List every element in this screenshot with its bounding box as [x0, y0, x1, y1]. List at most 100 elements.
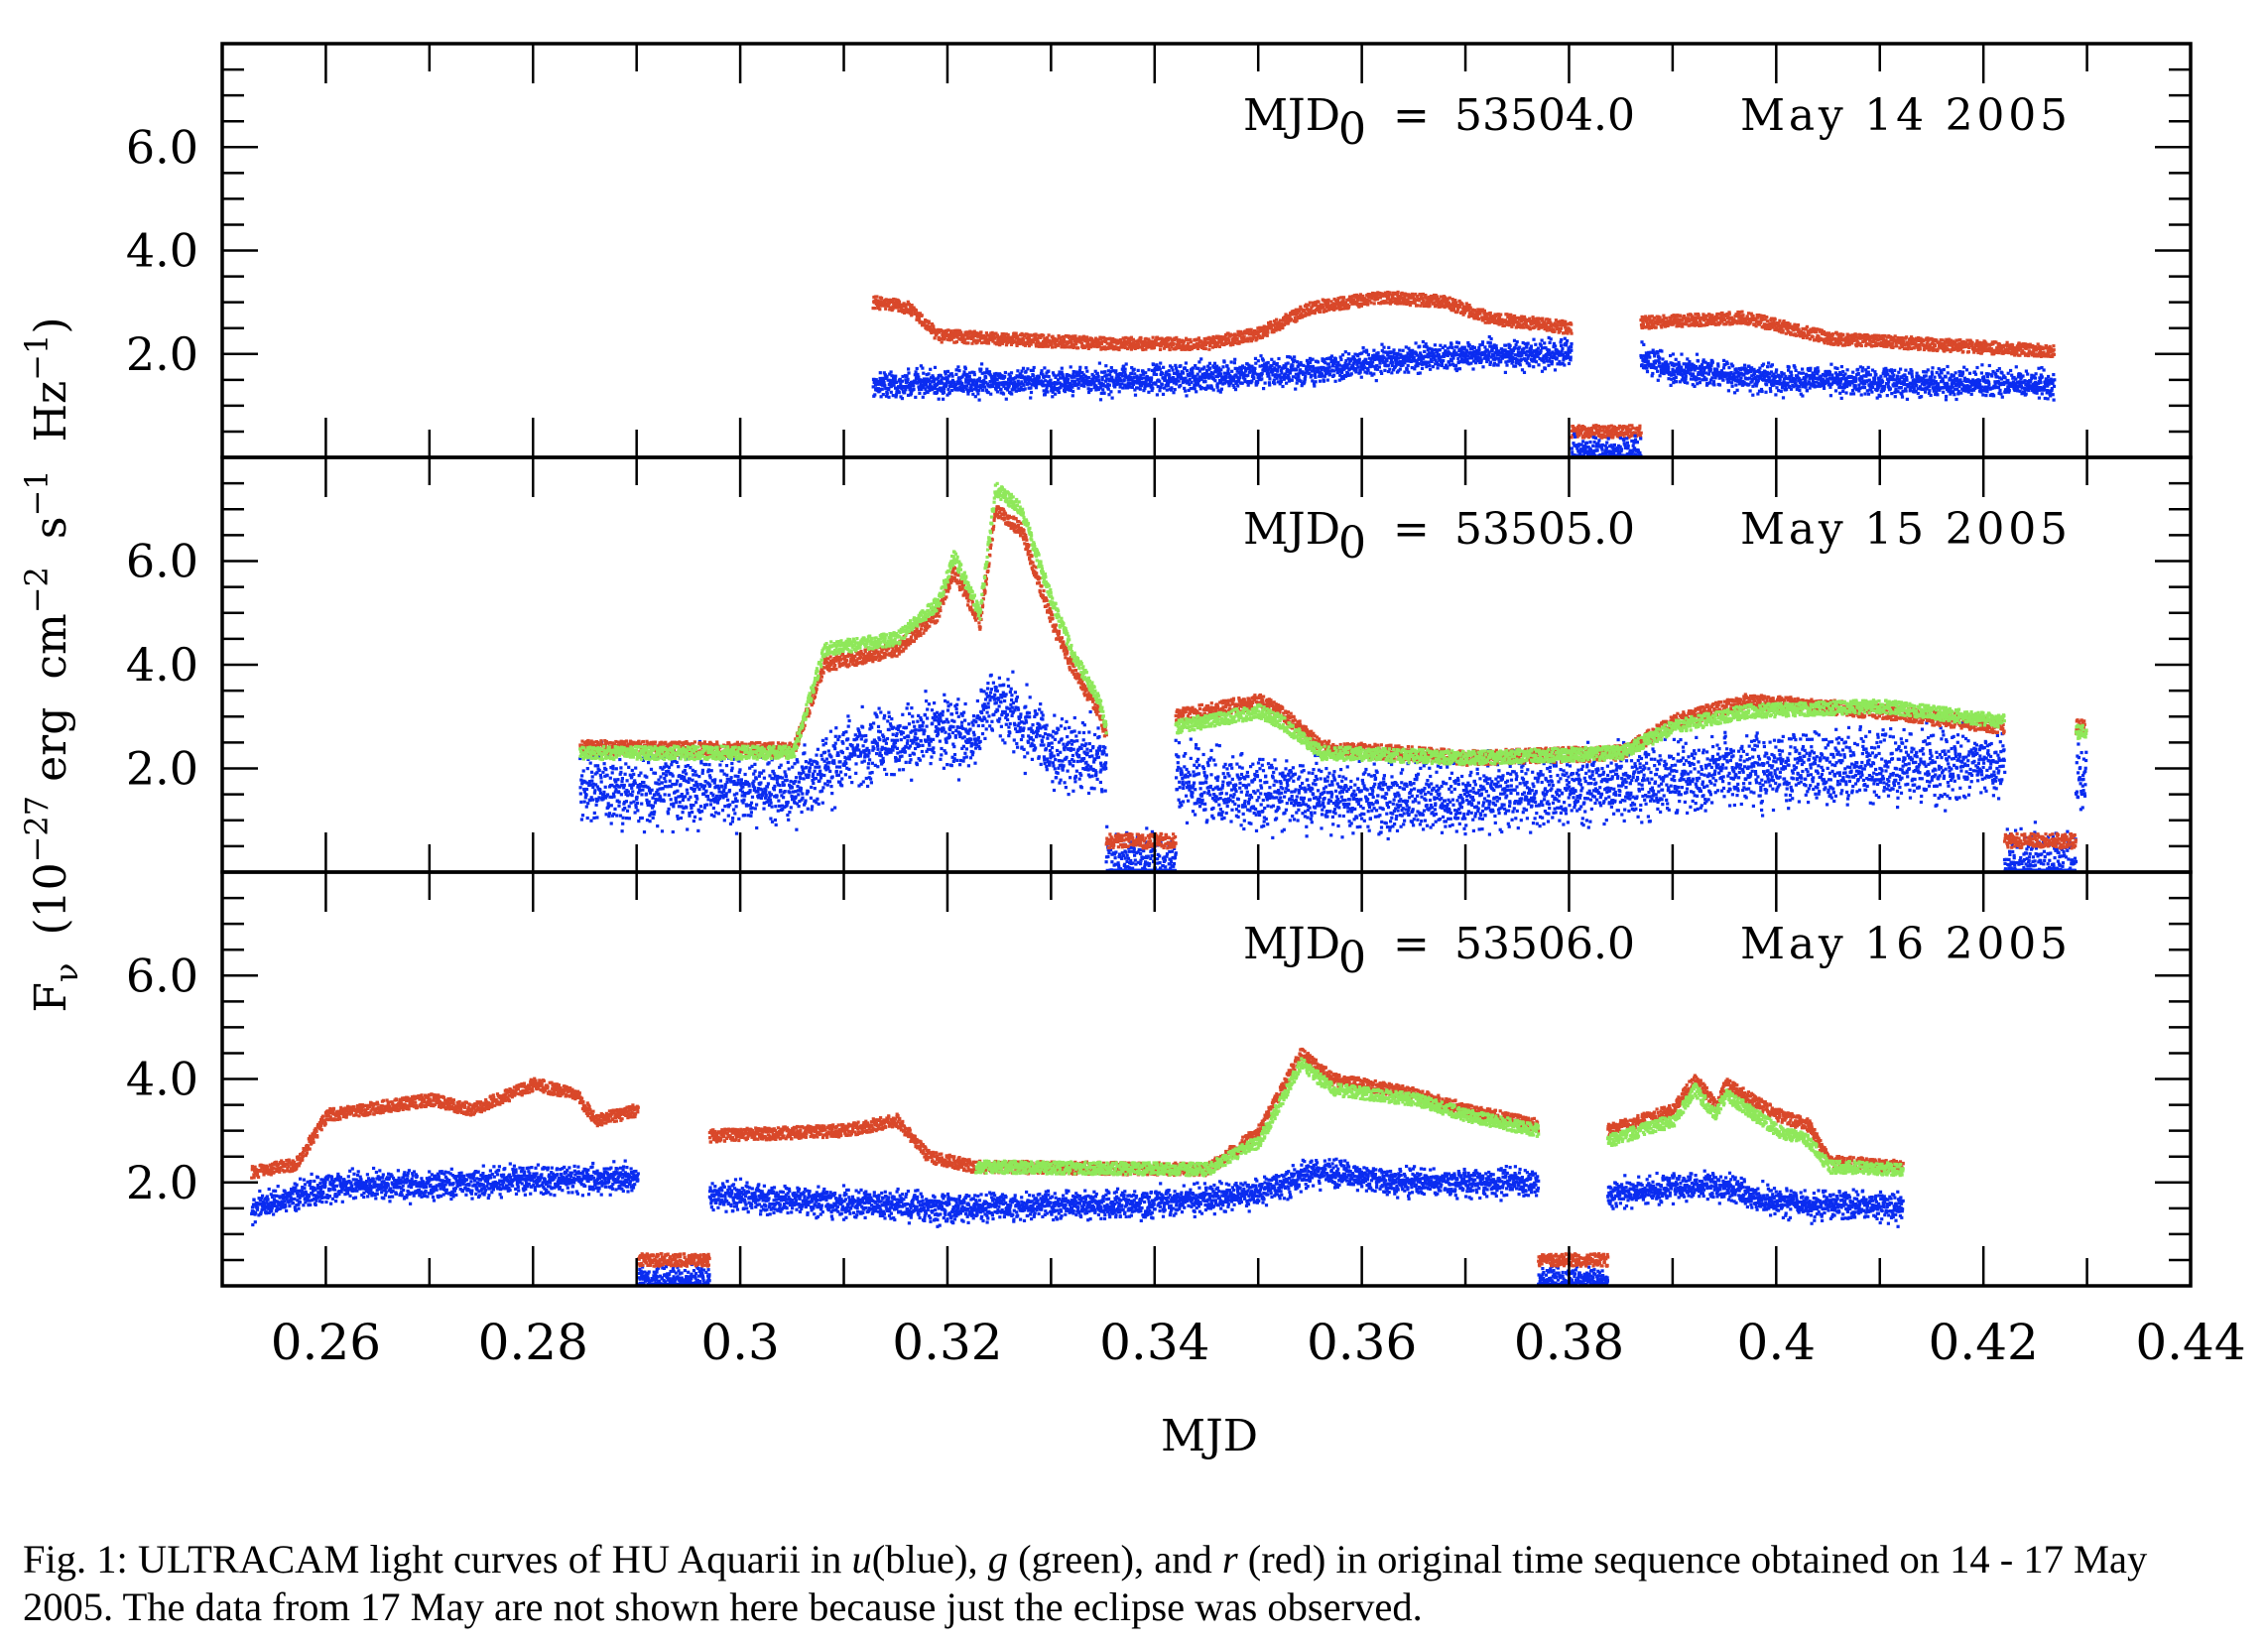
- data-point: [1905, 335, 1909, 339]
- data-point: [1785, 323, 1789, 327]
- data-point: [920, 386, 924, 390]
- data-point: [1497, 313, 1501, 317]
- data-point: [1914, 342, 1918, 346]
- data-point: [923, 321, 927, 325]
- data-point: [937, 335, 941, 339]
- data-point: [1692, 319, 1696, 323]
- data-point: [938, 337, 942, 341]
- data-point: [1689, 317, 1693, 321]
- data-point: [1329, 354, 1333, 358]
- data-point: [919, 382, 923, 386]
- data-point: [884, 307, 888, 311]
- data-point: [922, 383, 926, 387]
- data-point: [1892, 336, 1896, 340]
- data-point: [1328, 373, 1332, 377]
- data-point: [2027, 345, 2032, 349]
- data-point: [945, 337, 949, 341]
- data-point: [1403, 296, 1407, 300]
- data-point: [1314, 375, 1318, 379]
- data-point: [1322, 379, 1325, 383]
- data-point: [1675, 319, 1679, 323]
- data-point: [1623, 431, 1627, 435]
- data-point: [1443, 306, 1447, 310]
- data-point: [1493, 313, 1497, 317]
- data-point: [1941, 342, 1945, 346]
- data-point: [1237, 339, 1242, 343]
- data-point: [1751, 315, 1755, 318]
- data-point: [918, 391, 922, 395]
- data-point: [1961, 339, 1965, 343]
- data-point: [1532, 317, 1536, 321]
- data-point: [1711, 316, 1715, 319]
- data-point: [1403, 298, 1407, 302]
- data-point: [1179, 383, 1183, 388]
- data-point: [1372, 302, 1376, 306]
- data-point: [1559, 326, 1564, 330]
- data-point: [1981, 341, 1985, 345]
- data-point: [1334, 307, 1338, 311]
- data-point: [1036, 336, 1040, 340]
- data-point: [1480, 316, 1484, 319]
- data-point: [1815, 336, 1819, 340]
- data-point: [2019, 346, 2023, 350]
- data-point: [1121, 386, 1125, 390]
- data-point: [878, 304, 882, 308]
- data-point: [1519, 317, 1523, 320]
- data-point: [1102, 391, 1106, 395]
- data-point: [1025, 336, 1029, 340]
- data-point: [1715, 313, 1719, 317]
- data-point: [1088, 342, 1093, 346]
- data-point: [1689, 313, 1693, 317]
- data-point: [907, 367, 911, 371]
- data-point: [1110, 396, 1114, 400]
- data-point: [1918, 342, 1922, 347]
- data-point: [1268, 377, 1272, 381]
- data-point: [1377, 301, 1381, 306]
- data-point: [873, 307, 877, 311]
- data-point: [903, 310, 908, 314]
- data-point: [874, 378, 878, 382]
- data-point: [1428, 304, 1432, 308]
- data-point: [1677, 323, 1681, 328]
- data-point: [1693, 323, 1697, 327]
- data-point: [1654, 325, 1658, 329]
- data-point: [1095, 344, 1099, 349]
- data-point: [1001, 392, 1006, 396]
- data-point: [927, 372, 931, 376]
- data-point: [1283, 318, 1287, 322]
- data-point: [1326, 298, 1330, 302]
- data-point: [1901, 338, 1905, 342]
- data-point: [1331, 369, 1335, 373]
- data-point: [1805, 326, 1809, 330]
- data-point: [1482, 309, 1486, 313]
- data-point: [1471, 313, 1475, 317]
- data-point: [1185, 394, 1189, 398]
- data-point: [1777, 321, 1781, 325]
- data-point: [1060, 345, 1064, 349]
- data-point: [909, 391, 914, 396]
- data-point: [1545, 328, 1549, 332]
- data-point: [1203, 346, 1207, 351]
- data-point: [1002, 337, 1006, 341]
- data-point: [1094, 341, 1098, 345]
- data-point: [1144, 336, 1148, 340]
- data-point: [1207, 361, 1211, 365]
- data-point: [1162, 346, 1166, 350]
- data-point: [1366, 303, 1370, 307]
- data-point: [936, 387, 940, 392]
- data-point: [1725, 312, 1729, 317]
- data-point: [888, 378, 892, 383]
- data-point: [1219, 387, 1223, 391]
- data-point: [1216, 334, 1220, 338]
- data-point: [1253, 356, 1258, 360]
- data-point: [1822, 329, 1826, 334]
- data-point: [1213, 341, 1217, 345]
- data-point: [1336, 299, 1340, 303]
- data-point: [1266, 330, 1270, 334]
- data-point: [1842, 338, 1846, 342]
- data-point: [1917, 335, 1921, 340]
- data-point: [1879, 343, 1883, 347]
- data-point: [1265, 333, 1269, 337]
- data-point: [1390, 301, 1394, 305]
- data-point: [1313, 384, 1317, 388]
